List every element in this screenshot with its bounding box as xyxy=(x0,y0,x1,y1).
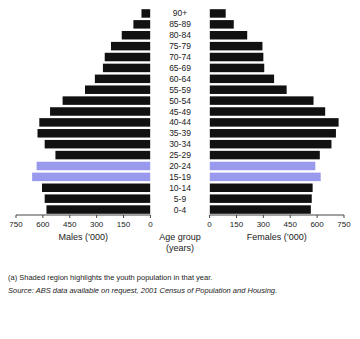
bar xyxy=(210,96,314,104)
bar xyxy=(141,9,150,17)
bar xyxy=(133,20,150,28)
bar xyxy=(210,118,339,126)
tick-label: 150 xyxy=(230,220,244,229)
axis-title: Males (’000) xyxy=(58,232,108,242)
category-label: 25-29 xyxy=(169,150,191,160)
category-label: 15-19 xyxy=(169,172,191,182)
category-label: 55-59 xyxy=(169,85,191,95)
bar xyxy=(210,42,263,50)
tick xyxy=(69,215,70,218)
bar xyxy=(63,96,151,104)
bar xyxy=(210,64,265,72)
category-label: 70-74 xyxy=(169,52,191,62)
category-label: 90+ xyxy=(173,8,187,18)
bar xyxy=(95,75,151,83)
category-label: 45-49 xyxy=(169,107,191,117)
bar xyxy=(45,140,151,148)
tick-label: 450 xyxy=(284,220,298,229)
bar xyxy=(42,184,150,192)
bar xyxy=(210,162,316,170)
tick xyxy=(263,215,264,218)
tick xyxy=(16,215,17,218)
footnote: (a) Shaded region highlights the youth p… xyxy=(8,273,212,282)
text-line: (years) xyxy=(166,243,194,253)
tick-label: 750 xyxy=(9,220,23,229)
bar xyxy=(210,151,320,159)
category-label: 65-69 xyxy=(169,63,191,73)
tick xyxy=(96,215,97,218)
tick-label: 450 xyxy=(63,220,77,229)
bar xyxy=(39,118,150,126)
tick-label: 300 xyxy=(90,220,104,229)
tick xyxy=(150,215,151,218)
bar xyxy=(210,85,287,93)
category-label: 10-14 xyxy=(169,183,191,193)
bar xyxy=(32,173,150,181)
bar xyxy=(46,205,150,213)
bar xyxy=(210,205,311,213)
tick-label: 0 xyxy=(207,220,212,229)
bar xyxy=(37,162,151,170)
axis-title: Age group(years) xyxy=(159,232,201,253)
bar xyxy=(50,107,150,115)
category-label: 60-64 xyxy=(169,74,191,84)
category-label: 80-84 xyxy=(169,30,191,40)
axis-title: Females (’000) xyxy=(247,232,307,242)
tick-label: 150 xyxy=(117,220,131,229)
tick-label: 0 xyxy=(148,220,153,229)
tick xyxy=(236,215,237,218)
page: {"chart_data": { "type": "bar", "orienta… xyxy=(0,0,360,339)
bar xyxy=(210,129,336,137)
bar xyxy=(210,75,275,83)
bar xyxy=(103,64,150,72)
axis-line xyxy=(16,215,150,216)
bar xyxy=(210,107,326,115)
category-label: 5-9 xyxy=(174,194,187,204)
category-label: 20-24 xyxy=(169,161,191,171)
bar xyxy=(210,31,248,39)
bar xyxy=(45,194,151,202)
text-line: Age group xyxy=(159,232,201,242)
bar xyxy=(122,31,151,39)
text-line: Males (’000) xyxy=(58,232,108,242)
category-label: 40-44 xyxy=(169,117,191,127)
tick xyxy=(317,215,318,218)
bar xyxy=(210,20,234,28)
bar xyxy=(210,184,313,192)
axis-line xyxy=(210,215,344,216)
bar xyxy=(210,173,321,181)
bar xyxy=(210,194,312,202)
tick xyxy=(290,215,291,218)
category-label: 75-79 xyxy=(169,41,191,51)
footnote: Source: ABS data available on request, 2… xyxy=(8,286,277,295)
bar xyxy=(210,53,264,61)
tick-label: 600 xyxy=(310,220,324,229)
category-label: 35-39 xyxy=(169,128,191,138)
category-label: 30-34 xyxy=(169,139,191,149)
bar xyxy=(55,151,150,159)
category-label: 50-54 xyxy=(169,96,191,106)
bar xyxy=(105,53,151,61)
bar xyxy=(210,140,332,148)
text-line: Females (’000) xyxy=(247,232,307,242)
category-label: 0-4 xyxy=(174,205,187,215)
category-label: 85-89 xyxy=(169,19,191,29)
bars xyxy=(210,9,339,214)
bars xyxy=(32,9,150,214)
tick xyxy=(42,215,43,218)
tick xyxy=(344,215,345,218)
tick xyxy=(123,215,124,218)
tick-label: 600 xyxy=(36,220,50,229)
chart: 0 150 300 450 600 750 0 150 300 450 600 750 0-45-910… xyxy=(0,0,360,339)
bar xyxy=(111,42,150,50)
bar xyxy=(38,129,151,137)
bar xyxy=(210,9,226,17)
tick-label: 750 xyxy=(337,220,351,229)
bar xyxy=(85,85,150,93)
tick-label: 300 xyxy=(257,220,271,229)
tick xyxy=(209,215,210,218)
